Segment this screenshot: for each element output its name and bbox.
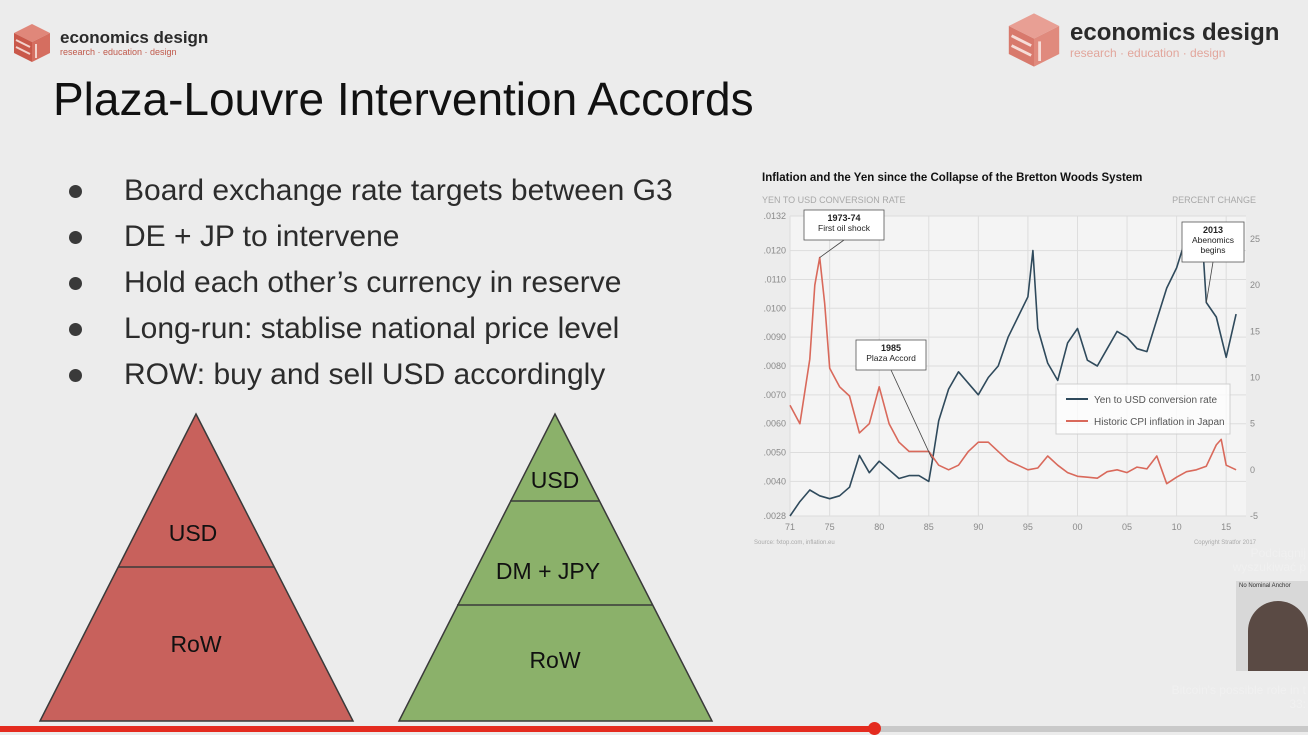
y-tick-label: .0080 [763,361,786,371]
video-overlay-bottom: Bitcoin's possible role in t 33: [1171,683,1306,711]
x-tick-label: 75 [825,522,835,532]
cube-logo-icon [14,24,50,62]
chart-title: Inflation and the Yen since the Collapse… [762,172,1142,184]
annotation-text: 2013 [1203,225,1223,235]
annotation-pointer [1205,261,1214,303]
video-overlay-top: Podciągnij wyszukiwać p [1232,546,1306,574]
bullet-item: ROW: buy and sell USD accordingly [64,352,673,398]
legend-cpi-label: Historic CPI inflation in Japan [1094,417,1225,428]
y-tick-label: .0060 [763,419,786,429]
bullet-dot-icon [69,368,82,382]
x-tick-label: 95 [1023,522,1033,532]
annotation-text: begins [1200,245,1225,255]
x-tick-label: 00 [1072,522,1082,532]
y-tick-label: .0100 [763,303,786,313]
y-tick-label: .0120 [763,246,786,256]
brand-tagline: research · education · design [1070,46,1226,60]
pyramid-left: USD RoW [38,412,355,722]
annotation-box [855,339,927,371]
x-tick-label: 90 [973,522,983,532]
presenter-image [1248,601,1308,671]
chart-legend: Yen to USD conversion rate Historic CPI … [1055,383,1231,435]
y2-tick-label: 15 [1250,326,1260,336]
pyramid-right: USD DM + JPY RoW [397,412,714,722]
annotation-pointer [819,239,845,258]
y2-tick-label: 20 [1250,280,1260,290]
video-scrubber-handle[interactable] [867,722,881,735]
y2-tick-label: 25 [1250,234,1260,244]
chart-copyright: Copyright Stratfor 2017 [1194,540,1257,546]
y2-tick-label: 5 [1250,419,1255,429]
annotation-box [803,209,885,241]
pyramid-right-level-usd: USD [531,467,580,493]
annotation-pointer [890,369,933,459]
brand-name: economics design [1070,19,1280,46]
y-tick-label: .0132 [763,211,786,221]
pyramid-right-body [397,412,714,722]
inflation-yen-chart: Inflation and the Yen since the Collapse… [754,172,1260,546]
annotation-text: 1985 [881,343,901,353]
y2-tick-label: 10 [1250,373,1260,383]
y-tick-label: .0110 [764,274,786,284]
bullet-item: Long-run: stablise national price level [64,306,673,352]
yen-usd-line [789,229,1237,517]
pyramid-left-level-usd: USD [169,520,218,546]
video-progress-fill [0,726,874,732]
annotation-text: First oil shock [818,223,871,233]
annotation-text: Plaza Accord [866,353,916,363]
pyramid-right-level-row: RoW [529,647,580,673]
bullet-item: Board exchange rate targets between G3 [64,168,673,214]
bullet-dot-icon [69,276,82,290]
bullet-item: Hold each other’s currency in reserve [64,260,673,306]
annotation-text: Abenomics [1192,235,1234,245]
brand-logo-small: economics design research · education · … [12,22,208,64]
x-tick-label: 15 [1221,522,1231,532]
bullet-dot-icon [69,230,82,244]
thumbnail-caption: No Nominal Anchor [1239,583,1291,589]
x-tick-label: 80 [874,522,884,532]
brand-logo-large: economics design research · education · … [1006,10,1279,70]
y-tick-label: .0070 [763,390,786,400]
slide-title: Plaza-Louvre Intervention Accords [53,73,754,125]
x-tick-label: 05 [1122,522,1132,532]
video-progress-bar[interactable] [0,722,1308,735]
y-tick-label: .0040 [763,476,786,486]
brand-name: economics design [60,28,209,47]
x-tick-label: 10 [1172,522,1182,532]
y2-tick-label: -5 [1250,511,1258,521]
bullet-dot-icon [69,322,82,336]
cpi-inflation-line [789,256,1237,485]
y-tick-label: .0028 [763,511,786,521]
chart-left-axis-label: YEN TO USD CONVERSION RATE [762,195,906,205]
bullet-item: DE + JP to intervene [64,214,673,260]
pyramid-right-level-dm-jpy: DM + JPY [496,558,600,584]
brand-tagline: research · education · design [60,47,177,57]
cube-logo-icon [1008,13,1060,67]
y-tick-label: .0050 [763,448,786,458]
y-tick-label: .0090 [763,332,786,342]
bullet-dot-icon [69,184,82,198]
legend-yen-label: Yen to USD conversion rate [1094,395,1217,406]
bullet-list: Board exchange rate targets between G3 D… [64,168,673,398]
y2-tick-label: 0 [1250,465,1255,475]
chart-right-axis-label: PERCENT CHANGE [1172,195,1256,205]
chart-source: Source: fxtop.com, inflation.eu [754,540,835,546]
annotation-box [1181,221,1245,263]
x-tick-label: 71 [785,522,795,532]
x-tick-label: 85 [924,522,934,532]
webcam-thumbnail[interactable]: No Nominal Anchor [1236,581,1308,671]
pyramid-left-level-row: RoW [170,631,221,657]
annotation-text: 1973-74 [827,213,860,223]
